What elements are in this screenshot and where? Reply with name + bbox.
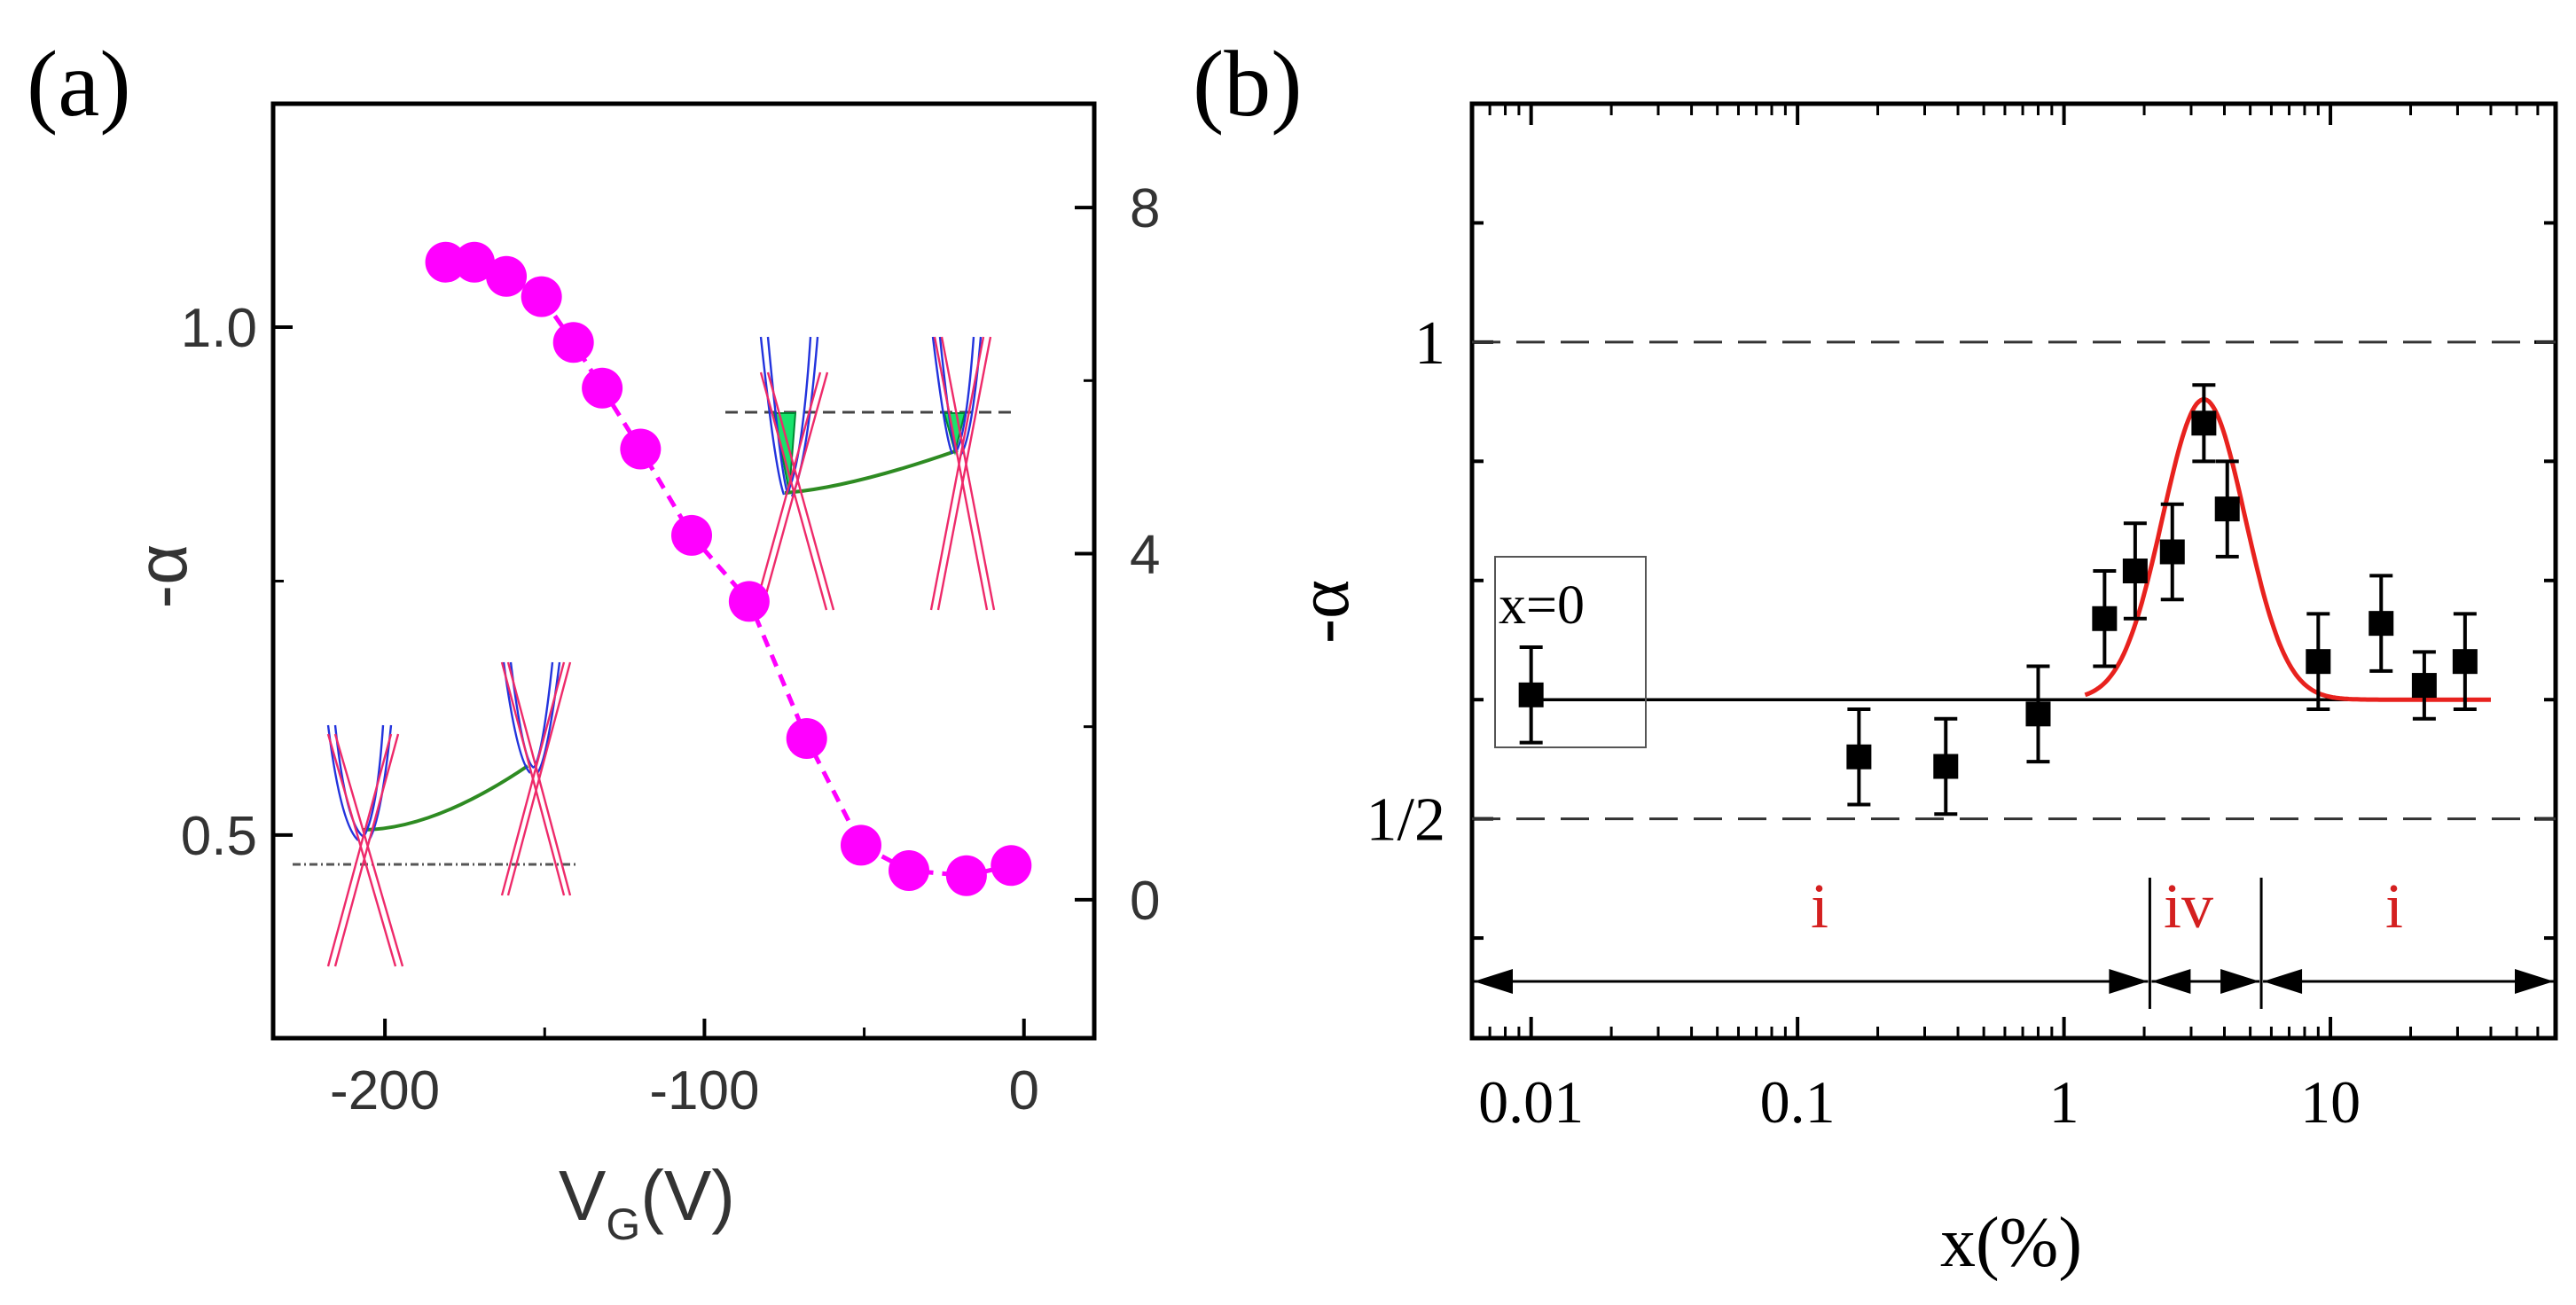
panel-a-data-point: [889, 849, 930, 891]
panel-a-data-point: [486, 255, 528, 297]
panel-a-x-tick-label: -200: [330, 1060, 440, 1121]
panel-a-data-point: [945, 855, 987, 896]
panel-a-data-point: [840, 824, 881, 866]
panel-a-label: (a): [27, 32, 131, 136]
panel-a-data-point: [620, 428, 662, 470]
panel-a-markers: [425, 241, 1032, 896]
panel-b-x-tick-label: 10: [2300, 1068, 2361, 1136]
panel-b-fit-curve: [2084, 397, 2491, 702]
panel-b-data-point: [2092, 606, 2118, 631]
panel-b-data-point: [2122, 559, 2148, 583]
panel-b-x-tick-label: 0.01: [1478, 1068, 1584, 1136]
panel-a-xlabel-unit: (V): [640, 1156, 735, 1235]
panel-b-data-point: [2306, 649, 2331, 675]
panel-a-ylabel: -α: [122, 544, 201, 609]
panel-b-y-tick-label: 1/2: [1366, 786, 1445, 855]
panel-a-data-point: [990, 845, 1032, 887]
panel-a-data-point: [582, 367, 623, 409]
panel-b-region-label: i: [2385, 871, 2403, 942]
panel-a: (a): [27, 32, 1160, 1249]
panel-a-data-point: [786, 718, 827, 760]
panel-b: (b) 0.01 0.1 1 10 1/2 1 x=0 i iv i -α x(%): [1193, 32, 2558, 1282]
panel-a-y2-tick-label: 0: [1130, 871, 1160, 932]
panel-b-arrowhead: [2220, 969, 2260, 994]
band-diagram-high-doping: [725, 336, 1018, 611]
panel-a-x-tick-label: 0: [1008, 1060, 1038, 1121]
panel-b-arrowhead: [2515, 969, 2554, 994]
panel-b-arrowhead: [2151, 969, 2191, 994]
panel-b-markers: [1518, 383, 2478, 817]
panel-b-data-point: [2191, 410, 2217, 436]
panel-a-xlabel-var: V: [559, 1156, 607, 1235]
panel-b-region-label: i: [1811, 871, 1828, 942]
panel-a-data-point: [453, 241, 495, 283]
panel-b-arrowhead: [2109, 969, 2149, 994]
panel-a-y2-tick-label: 4: [1130, 524, 1160, 585]
panel-a-trend-line: [445, 260, 1012, 879]
panel-b-y-tick-label: 1: [1414, 309, 1445, 378]
panel-b-data-point: [2411, 673, 2437, 699]
panel-a-data-point: [671, 514, 713, 556]
panel-b-axes: 0.01 0.1 1 10 1/2 1: [1366, 104, 2557, 1136]
x0-annotation-box: [1494, 556, 1647, 748]
panel-b-arrowhead: [1474, 969, 1513, 994]
panel-b-data-point: [1518, 682, 1544, 707]
panel-b-fit: [2084, 397, 2491, 702]
panel-a-y-tick-label: 0.5: [181, 806, 257, 867]
panel-a-x-tick-label: -100: [649, 1060, 759, 1121]
panel-b-x-tick-label: 0.1: [1760, 1068, 1836, 1136]
panel-b-data-point: [2025, 701, 2051, 727]
panel-a-y-tick-label: 1.0: [181, 298, 257, 359]
panel-b-data-point: [2369, 611, 2394, 637]
panel-b-reference-lines: [1472, 340, 2556, 821]
panel-a-xlabel-sub: G: [606, 1200, 640, 1249]
panel-a-data-point: [728, 581, 770, 622]
panel-b-x-tick-label: 1: [2049, 1068, 2079, 1136]
panel-a-frame: [270, 101, 1097, 1041]
panel-a-data-point: [521, 276, 562, 317]
panel-b-data-point: [1846, 744, 1872, 770]
panel-b-data-point: [2159, 539, 2185, 565]
x0-annotation-label: x=0: [1499, 575, 1585, 636]
panel-b-label: (b): [1193, 32, 1303, 136]
panel-a-axes: -200 -100 0 0.5 1.0 0 4 8: [181, 178, 1161, 1121]
panel-b-data-point: [2452, 649, 2478, 675]
panel-a-data-point: [552, 322, 594, 363]
panel-a-xlabel: VG(V): [559, 1156, 735, 1249]
band-diagram-low-doping: [293, 661, 578, 967]
panel-a-y2-tick-label: 8: [1130, 178, 1160, 239]
panel-b-data-point: [1933, 754, 1959, 779]
panel-b-frame: [1469, 101, 2558, 1041]
panel-b-data-point: [2214, 496, 2240, 522]
panel-b-xlabel: x(%): [1940, 1204, 2082, 1282]
panel-a-data-point: [425, 241, 466, 283]
panel-b-arrowhead: [2263, 969, 2303, 994]
panel-b-region-label: iv: [2164, 871, 2213, 942]
panel-b-ylabel: -α: [1282, 580, 1365, 644]
panel-b-regions: i iv i: [1474, 871, 2554, 1009]
